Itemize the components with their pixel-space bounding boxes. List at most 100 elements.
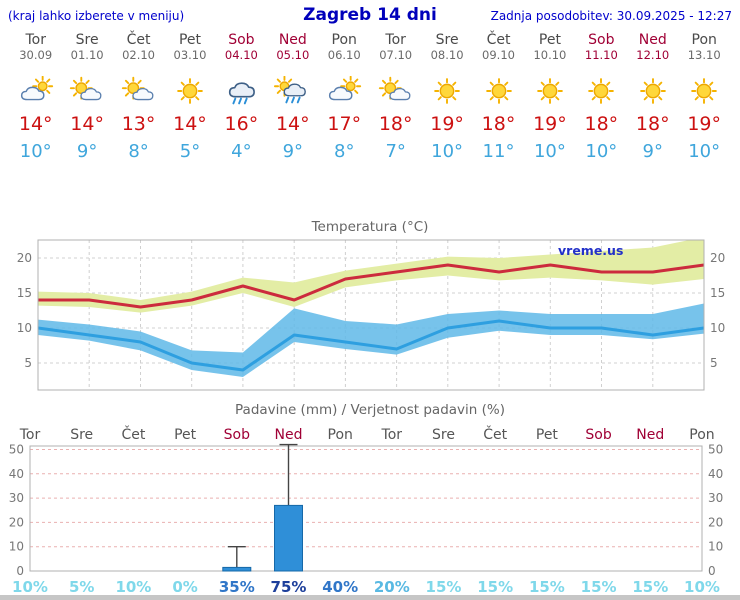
sun-icon (473, 72, 524, 110)
day-date: 13.10 (687, 48, 721, 62)
day-date: 05.10 (276, 48, 310, 62)
day-column[interactable]: Sre 01.10 14° 9° (61, 32, 112, 162)
day-max-temp: 14° (173, 113, 207, 135)
day-min-temp: 4° (231, 141, 252, 162)
day-column[interactable]: Čet 09.10 18° 11° (473, 32, 524, 162)
temp-y-tick-left: 15 (17, 286, 32, 300)
temperature-chart: 5 5 10 10 15 15 20 20 Temperatura (°C) vreme.us (17, 219, 725, 391)
day-column[interactable]: Pon 06.10 17° 8° (319, 32, 370, 162)
precip-probability: 10% (684, 578, 720, 596)
sun-icon (164, 72, 215, 110)
day-column[interactable]: Tor 07.10 18° 7° (370, 32, 421, 162)
page-title: Zagreb 14 dni (303, 5, 437, 25)
day-column[interactable]: Pon 13.10 19° 10° (678, 32, 729, 162)
day-date: 01.10 (70, 48, 104, 62)
precip-day-label: Pon (689, 427, 714, 443)
precip-bar (274, 504, 303, 572)
sun-cloud-icon (370, 72, 421, 110)
day-max-temp: 14° (18, 113, 53, 135)
day-min-temp: 10° (688, 141, 721, 162)
day-date: 30.09 (19, 48, 53, 62)
sun-cloud-icon (61, 72, 112, 110)
day-min-temp: 9° (642, 141, 663, 162)
day-min-temp: 11° (482, 141, 515, 162)
day-date: 04.10 (224, 48, 258, 62)
day-column[interactable]: Pet 03.10 14° 5° (164, 32, 215, 162)
day-min-temp: 10° (585, 141, 618, 162)
day-min-temp: 5° (179, 141, 201, 162)
sun-icon (421, 72, 472, 110)
precip-y-tick-right: 50 (708, 443, 723, 457)
day-name: Ned (638, 32, 667, 48)
day-name: Sre (435, 32, 459, 48)
day-max-temp: 17° (327, 113, 362, 135)
day-date: 06.10 (327, 48, 361, 62)
precip-probability: 35% (219, 578, 255, 596)
watermark: vreme.us (558, 243, 623, 258)
day-column[interactable]: Ned 12.10 18° 9° (627, 32, 678, 162)
day-name: Sob (228, 32, 255, 48)
day-date: 11.10 (584, 48, 618, 62)
sun-icon (576, 72, 627, 110)
temp-chart-title: Temperatura (°C) (311, 219, 429, 235)
day-max-temp: 19° (430, 113, 464, 135)
day-date: 07.10 (379, 48, 413, 62)
day-column[interactable]: Sob 04.10 16° 4° (216, 32, 267, 162)
day-name: Sob (588, 32, 615, 48)
sun-icon (524, 72, 575, 110)
precip-probability: 15% (426, 578, 462, 596)
day-column[interactable]: Pet 10.10 19° 10° (524, 32, 575, 162)
day-max-temp: 18° (481, 113, 516, 135)
precip-y-tick-right: 0 (708, 564, 716, 578)
day-max-temp: 13° (121, 113, 156, 135)
precip-day-label: Ned (275, 427, 303, 443)
precip-day-label: Tor (19, 427, 41, 443)
day-column[interactable]: Sre 08.10 19° 10° (421, 32, 472, 162)
precip-day-label: Sob (224, 427, 250, 443)
precip-y-tick-right: 30 (708, 491, 723, 505)
temp-y-tick-left: 10 (17, 321, 32, 335)
day-column[interactable]: Tor 30.09 14° 10° (10, 32, 61, 162)
day-column[interactable]: Sob 11.10 18° 10° (576, 32, 627, 162)
precip-day-label: Sre (70, 427, 93, 443)
sun-cloud-icon (113, 72, 164, 110)
precip-probability: 5% (69, 578, 94, 596)
precipitation-chart: Padavine (mm) / Verjetnost padavin (%) To… (9, 402, 724, 596)
cloud-sun-icon (319, 72, 370, 110)
day-max-temp: 18° (378, 113, 413, 135)
precip-probability: 0% (172, 578, 197, 596)
day-max-temp: 14° (275, 113, 310, 135)
rain-icon (216, 72, 267, 110)
precip-day-label: Čet (483, 425, 507, 443)
precip-y-tick-left: 50 (9, 443, 24, 457)
precip-y-tick-left: 0 (16, 564, 24, 578)
day-column[interactable]: Ned 05.10 14° 9° (267, 32, 318, 162)
day-max-temp: 19° (687, 113, 722, 135)
precip-probability: 40% (322, 578, 358, 596)
precip-probability: 75% (271, 578, 307, 596)
precip-probability: 15% (632, 578, 668, 596)
precip-day-label: Čet (121, 425, 145, 443)
day-max-temp: 18° (584, 113, 619, 135)
day-name: Čet (126, 32, 151, 48)
day-name: Pon (331, 32, 357, 48)
day-min-temp: 8° (128, 141, 149, 162)
precip-y-tick-right: 40 (708, 467, 723, 481)
temp-y-tick-left: 20 (17, 251, 32, 265)
temp-y-tick-right: 5 (710, 356, 718, 370)
day-max-temp: 18° (635, 113, 670, 135)
precip-y-tick-left: 30 (9, 491, 24, 505)
day-column[interactable]: Čet 02.10 13° 8° (113, 32, 164, 162)
precip-day-label: Pet (174, 427, 197, 443)
day-min-temp: 9° (282, 141, 304, 162)
precip-probability: 20% (374, 578, 410, 596)
forecast-day-strip: Tor 30.09 14° 10° Sre 01.10 14° 9° Čet 02.10 13° 8°… (10, 32, 730, 162)
day-max-temp: 16° (224, 113, 259, 135)
precip-probability: 15% (477, 578, 513, 596)
day-date: 02.10 (122, 48, 156, 62)
menu-hint-link[interactable]: (kraj lahko izberete v meniju) (8, 9, 185, 23)
day-name: Pet (178, 32, 201, 48)
precip-day-label: Tor (381, 427, 403, 443)
day-date: 10.10 (533, 48, 567, 62)
day-min-temp: 10° (19, 141, 52, 162)
